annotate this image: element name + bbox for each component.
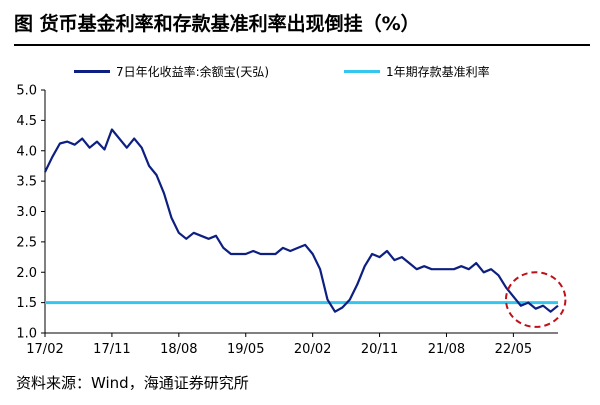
series-line-yuebao	[44, 128, 559, 313]
y-tick-label: 2.0	[16, 266, 37, 281]
legend-swatch-yuebao	[74, 69, 110, 73]
y-tick-label: 4.5	[16, 114, 37, 129]
x-tick-label: 18/08	[160, 342, 197, 357]
x-tick-label: 20/11	[361, 342, 398, 357]
legend-swatch-deposit	[344, 69, 380, 73]
y-tick-label: 3.0	[16, 205, 37, 220]
y-tick-label: 4.0	[16, 144, 37, 159]
legend: 7日年化收益率:余额宝(天弘) 1年期存款基准利率	[0, 62, 600, 82]
y-tick-label: 1.0	[16, 327, 37, 342]
x-tick-label: 17/02	[26, 342, 63, 357]
source-note: 资料来源：Wind，海通证券研究所	[16, 374, 249, 392]
y-tick-label: 1.5	[16, 296, 37, 311]
inversion-highlight-ellipse	[504, 271, 567, 328]
y-tick-label: 5.0	[16, 84, 37, 99]
chart-title: 图 货币基金利率和存款基准利率出现倒挂（%）	[14, 13, 420, 35]
title-divider	[14, 44, 590, 46]
x-tick-label: 17/11	[93, 342, 130, 357]
x-tick-label: 19/05	[227, 342, 264, 357]
x-tick-label: 22/05	[495, 342, 532, 357]
title-bar: 图 货币基金利率和存款基准利率出现倒挂（%）	[0, 0, 600, 46]
legend-label-deposit: 1年期存款基准利率	[386, 64, 490, 79]
y-tick-label: 3.5	[16, 175, 37, 190]
y-tick-label: 2.5	[16, 235, 37, 250]
legend-item-yuebao: 7日年化收益率:余额宝(天弘)	[74, 62, 269, 80]
legend-label-yuebao: 7日年化收益率:余额宝(天弘)	[116, 64, 270, 79]
legend-item-deposit: 1年期存款基准利率	[344, 62, 490, 80]
x-tick-label: 20/02	[294, 342, 331, 357]
x-tick-label: 21/08	[428, 342, 465, 357]
